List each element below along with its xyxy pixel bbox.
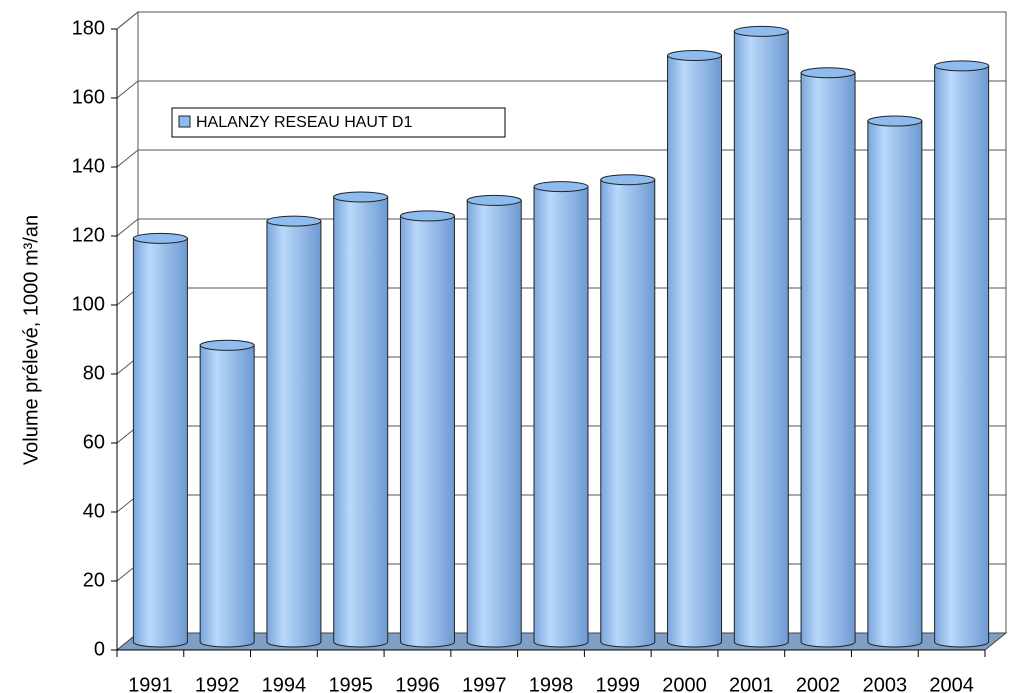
bar-cap	[800, 67, 856, 79]
bar	[132, 237, 188, 648]
bar-cap	[667, 50, 723, 61]
grid-line-side	[116, 218, 139, 237]
bar-cap	[333, 191, 389, 203]
x-tick-label: 2004	[929, 674, 974, 693]
bar	[934, 65, 990, 648]
y-tick-label: 140	[72, 155, 105, 177]
bar	[399, 215, 455, 648]
x-tick-label: 2001	[729, 674, 774, 693]
grid-line-side	[116, 149, 139, 168]
y-tick-label: 80	[83, 362, 105, 384]
y-tick-label: 20	[83, 569, 105, 591]
bar-cap	[199, 339, 255, 351]
bar-cap	[533, 181, 589, 193]
x-tick-label: 2000	[662, 674, 707, 693]
y-tick-label: 60	[83, 431, 105, 453]
bar	[533, 186, 589, 648]
y-tick-label: 40	[83, 500, 105, 522]
bar	[333, 196, 389, 648]
x-tick-label: 1994	[262, 674, 307, 693]
grid-line-side	[116, 11, 139, 30]
x-tick-label: 2003	[863, 674, 908, 693]
x-tick-label: 2002	[796, 674, 841, 693]
y-tick-label: 180	[72, 17, 105, 39]
bar-cap	[466, 194, 522, 206]
bar-cap	[934, 60, 990, 72]
y-tick-label: 100	[72, 293, 105, 315]
bar	[199, 344, 255, 648]
bar	[733, 30, 789, 648]
x-tick-label: 1996	[395, 674, 440, 693]
bar	[867, 120, 923, 648]
bar-cap	[867, 115, 923, 127]
legend-swatch	[178, 115, 191, 128]
bar	[600, 179, 656, 648]
legend-box	[171, 107, 506, 138]
x-tick-label: 1991	[128, 674, 173, 693]
bar-cap	[132, 232, 188, 244]
legend-label: HALANZY RESEAU HAUT D1	[196, 114, 412, 131]
x-tick-label: 1995	[328, 674, 373, 693]
x-tick-label: 1998	[529, 674, 574, 693]
bar-cap	[266, 215, 322, 227]
y-tick-label: 160	[72, 86, 105, 108]
x-tick-label: 1992	[195, 674, 240, 693]
y-axis-label: Volume prélevé, 1000 m³/an	[20, 215, 42, 465]
bar-cap	[733, 25, 789, 37]
bar-cap	[399, 210, 455, 222]
grid-line-side	[116, 80, 139, 99]
x-tick-label: 1997	[462, 674, 507, 693]
bar	[667, 55, 723, 648]
bar	[800, 72, 856, 648]
y-tick-label: 120	[72, 224, 105, 246]
bar	[466, 199, 522, 648]
bar-cap	[600, 174, 656, 186]
x-tick-label: 1999	[596, 674, 641, 693]
bar	[266, 220, 322, 648]
y-tick-label: 0	[94, 638, 105, 660]
